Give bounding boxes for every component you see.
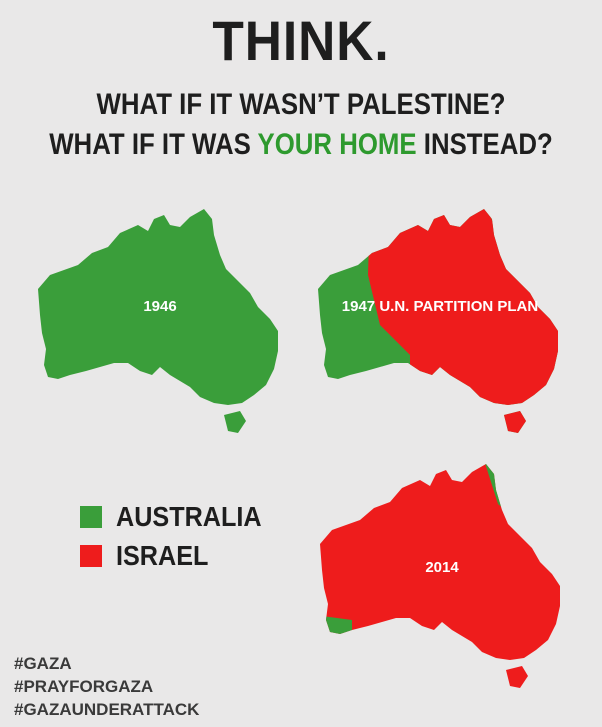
hashtags: #GAZA #PRAYFORGAZA #GAZAUNDERATTACK (14, 652, 199, 721)
map-1947-partition: 1947 U.N. PARTITION PLAN (318, 209, 558, 433)
israel-area-1947 (368, 209, 558, 433)
map-label-2014: 2014 (425, 559, 459, 576)
map-2014: 2014 (320, 464, 560, 688)
subtitle-pre: WHAT IF IT WAS (49, 128, 258, 161)
legend-label-australia: AUSTRALIA (116, 501, 262, 532)
australia-remnant-southwest (322, 616, 352, 640)
subtitle-line-1: WHAT IF IT WASN’T PALESTINE? (96, 88, 506, 121)
subtitle-line-2: WHAT IF IT WAS YOUR HOME INSTEAD? (42, 128, 560, 162)
subtitle-post: INSTEAD? (416, 128, 553, 161)
legend-swatch-israel (80, 545, 102, 567)
hashtag-prayforgaza: #PRAYFORGAZA (14, 677, 154, 696)
legend-item-australia: AUSTRALIA (80, 501, 278, 533)
hashtag-gazaunderattack: #GAZAUNDERATTACK (14, 700, 200, 719)
legend-label-israel: ISRAEL (116, 540, 209, 571)
map-1946: 1946 (38, 209, 278, 433)
hashtag-gaza: #GAZA (14, 654, 72, 673)
australia-land-1946 (38, 209, 278, 433)
map-label-1947: 1947 U.N. PARTITION PLAN (342, 298, 538, 315)
subtitle-highlight: YOUR HOME (257, 128, 417, 161)
legend-item-israel: ISRAEL (80, 540, 219, 572)
israel-land-2014 (320, 464, 560, 688)
map-label-1946: 1946 (143, 298, 176, 315)
title: THINK. (212, 9, 390, 72)
legend-swatch-australia (80, 506, 102, 528)
